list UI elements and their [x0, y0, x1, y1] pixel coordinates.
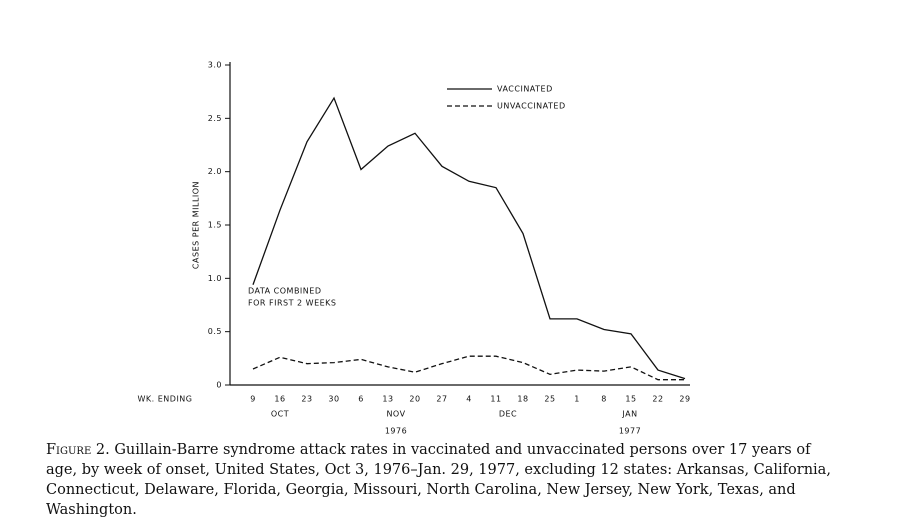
- x-tick-label: 22: [652, 395, 663, 404]
- legend-label: VACCINATED: [497, 85, 553, 94]
- x-tick-label: 30: [328, 395, 339, 404]
- y-tick-label: 1.0: [208, 274, 222, 283]
- legend-label: UNVACCINATED: [497, 102, 566, 111]
- x-tick-label: 8: [601, 395, 607, 404]
- caption: Figure 2. Guillain-Barre syndrome attack…: [46, 440, 846, 520]
- month-label: JAN: [621, 410, 637, 419]
- year-label: 1977: [619, 427, 641, 436]
- month-label: DEC: [499, 410, 517, 419]
- annotation: FOR FIRST 2 WEEKS: [248, 299, 337, 308]
- caption-text: Guillain-Barre syndrome attack rates in …: [46, 442, 831, 518]
- x-tick-label: 4: [466, 395, 472, 404]
- y-tick-label: 2.0: [208, 167, 222, 176]
- x-tick-label: 27: [436, 395, 447, 404]
- month-label: OCT: [271, 410, 289, 419]
- y-tick-label: 3.0: [208, 61, 222, 70]
- y-tick-label: 2.5: [208, 114, 222, 123]
- year-label: 1976: [385, 427, 407, 436]
- x-tick-label: 29: [679, 395, 690, 404]
- y-tick-label: 1.5: [208, 221, 222, 230]
- x-tick-label: 16: [274, 395, 285, 404]
- x-axis-label: WK. ENDING: [138, 395, 193, 404]
- x-tick-label: 15: [625, 395, 636, 404]
- data-line: [252, 96, 686, 380]
- month-label: NOV: [386, 410, 405, 419]
- x-tick-label: 25: [544, 395, 555, 404]
- y-tick-label: 0: [216, 381, 222, 390]
- x-tick-label: 13: [382, 395, 393, 404]
- x-tick-label: 20: [409, 395, 420, 404]
- x-tick-label: 6: [358, 395, 364, 404]
- x-tick-label: 1: [574, 395, 580, 404]
- x-tick-label: 11: [490, 395, 501, 404]
- data-line: [252, 355, 685, 381]
- x-tick-label: 23: [301, 395, 312, 404]
- x-tick-label: 9: [250, 395, 256, 404]
- y-axis-label: CASES PER MILLION: [192, 181, 201, 269]
- figure-label: Figure 2.: [46, 442, 110, 458]
- chart: CASES PER MILLION WK. ENDING 0 0.5 1.0 1.5 2…: [138, 61, 691, 436]
- y-tick-label: 0.5: [208, 327, 222, 336]
- x-tick-label: 18: [517, 395, 528, 404]
- annotation: DATA COMBINED: [248, 287, 321, 296]
